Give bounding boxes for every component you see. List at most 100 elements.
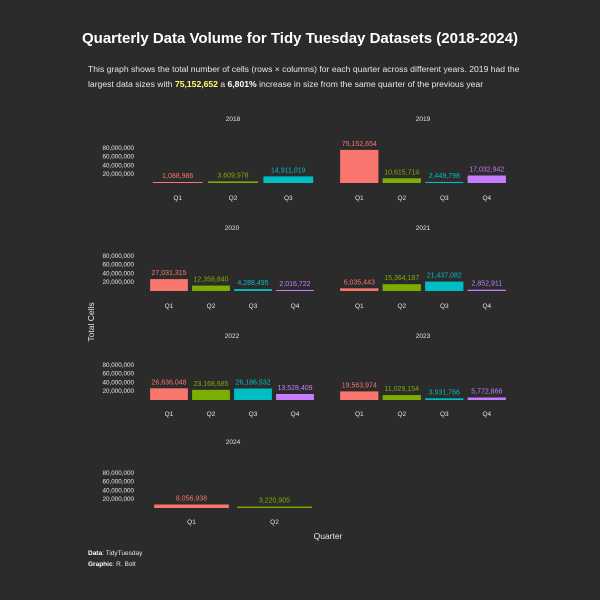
caption-data-value: : TidyTuesday — [102, 550, 143, 557]
y-tick-label: 80,000,000 — [102, 362, 134, 369]
facet-year-label: 2022 — [225, 333, 240, 340]
x-tick-label: Q1 — [355, 411, 364, 418]
chart-title: Quarterly Data Volume for Tidy Tuesday D… — [81, 30, 518, 47]
bar-2021-Q2 — [382, 284, 421, 291]
x-tick-label: Q2 — [397, 411, 406, 418]
x-tick-label: Q2 — [229, 195, 238, 202]
caption-data-label: Data — [88, 550, 103, 557]
facet-panel-2019: 2019 75,152,654 Q1 10,615,714 Q2 2,449,798 Q3 1… — [340, 116, 506, 202]
bar-2022-Q3 — [234, 388, 272, 400]
data-label: 3,931,766 — [429, 389, 460, 396]
data-label: 75,152,654 — [342, 141, 377, 148]
x-tick-label: Q1 — [165, 411, 174, 418]
facet-panels: 201820,000,00040,000,00060,000,00080,000… — [102, 116, 506, 526]
y-tick-label: 40,000,000 — [102, 379, 134, 386]
bar-2022-Q2 — [192, 389, 230, 400]
x-tick-label: Q3 — [440, 303, 449, 310]
data-label: 15,364,187 — [384, 275, 419, 282]
data-label: 10,615,714 — [384, 169, 419, 176]
x-tick-label: Q1 — [173, 195, 182, 202]
x-tick-label: Q2 — [397, 303, 406, 310]
x-tick-label: Q2 — [270, 519, 279, 526]
subtitle-highlight-value: 75,152,652 — [174, 79, 218, 89]
facet-panel-2021: 2021 6,035,443 Q1 15,364,187 Q2 21,437,082 Q3 2… — [340, 225, 506, 310]
y-tick-label: 80,000,000 — [102, 253, 134, 260]
subtitle-text-2: a — [220, 79, 226, 89]
x-tick-label: Q1 — [355, 195, 364, 202]
x-tick-label: Q4 — [482, 195, 491, 202]
x-tick-label: Q1 — [165, 303, 174, 310]
data-label: 26,186,532 — [235, 380, 270, 387]
bar-2024-Q1 — [154, 504, 229, 508]
y-tick-label: 60,000,000 — [102, 262, 134, 269]
data-label: 26,636,048 — [151, 379, 186, 386]
bar-2020-Q2 — [192, 285, 230, 291]
x-tick-label: Q4 — [291, 411, 300, 418]
data-label: 2,016,722 — [279, 281, 310, 288]
bar-2021-Q4 — [467, 289, 506, 291]
y-tick-label: 20,000,000 — [102, 171, 134, 178]
x-tick-label: Q3 — [440, 195, 449, 202]
data-label: 4,288,495 — [237, 280, 268, 287]
y-tick-label: 40,000,000 — [102, 162, 134, 169]
data-label: 14,911,019 — [271, 167, 306, 174]
facet-panel-2023: 2023 19,563,974 Q1 11,029,154 Q2 3,931,766 Q3 5… — [340, 333, 506, 418]
bar-2021-Q1 — [340, 288, 379, 291]
bar-2019-Q3 — [425, 181, 464, 183]
data-label: 13,528,409 — [277, 385, 312, 392]
data-label: 3,609,978 — [217, 172, 248, 179]
y-tick-label: 40,000,000 — [102, 487, 134, 494]
bar-2019-Q4 — [467, 175, 506, 183]
data-label: 1,088,986 — [162, 173, 193, 180]
x-tick-label: Q3 — [249, 303, 258, 310]
bar-2024-Q2 — [237, 506, 312, 508]
data-label: 3,220,905 — [259, 498, 290, 505]
bar-2023-Q1 — [340, 391, 379, 400]
bar-2020-Q1 — [150, 279, 188, 291]
bar-2018-Q1 — [152, 182, 203, 183]
facet-year-label: 2023 — [416, 333, 431, 340]
subtitle-highlight-pct: 6,801% — [227, 79, 257, 89]
bar-2022-Q1 — [150, 388, 188, 400]
facet-year-label: 2021 — [416, 225, 431, 232]
x-tick-label: Q4 — [482, 411, 491, 418]
caption-data: Data: TidyTuesday — [88, 548, 142, 559]
caption-graphic: Graphic: R. Bolt — [88, 559, 142, 570]
bar-2020-Q3 — [234, 289, 272, 291]
bar-2023-Q3 — [425, 398, 464, 400]
x-tick-label: Q2 — [397, 195, 406, 202]
facet-year-label: 2019 — [416, 116, 431, 123]
data-label: 8,056,938 — [176, 496, 207, 503]
data-label: 23,168,685 — [193, 381, 228, 388]
y-tick-label: 20,000,000 — [102, 279, 134, 286]
bar-2023-Q4 — [467, 397, 506, 400]
data-label: 21,437,082 — [427, 273, 462, 280]
y-tick-label: 80,000,000 — [102, 470, 134, 477]
x-tick-label: Q3 — [284, 195, 293, 202]
data-label: 6,035,443 — [344, 279, 375, 286]
chart-subtitle: This graph shows the total number of cel… — [88, 62, 528, 92]
bar-2018-Q3 — [263, 176, 314, 183]
data-label: 5,772,866 — [471, 389, 502, 396]
y-tick-label: 60,000,000 — [102, 479, 134, 486]
x-tick-label: Q1 — [187, 519, 196, 526]
facet-year-label: 2024 — [226, 439, 241, 446]
y-tick-label: 80,000,000 — [102, 145, 134, 152]
subtitle-text-3: increase in size from the same quarter o… — [259, 79, 484, 89]
data-label: 11,029,154 — [385, 386, 420, 393]
x-tick-label: Q2 — [207, 303, 216, 310]
caption-graphic-label: Graphic — [88, 561, 113, 568]
data-label: 17,032,942 — [469, 167, 504, 174]
bar-2021-Q3 — [425, 281, 464, 291]
bar-2022-Q4 — [276, 394, 314, 400]
bar-2018-Q2 — [208, 181, 258, 183]
facet-year-label: 2020 — [225, 225, 240, 232]
y-axis-label: Total Cells — [86, 302, 96, 341]
bar-2023-Q2 — [382, 395, 421, 400]
bar-2019-Q1 — [340, 149, 379, 183]
y-tick-label: 20,000,000 — [102, 388, 134, 395]
